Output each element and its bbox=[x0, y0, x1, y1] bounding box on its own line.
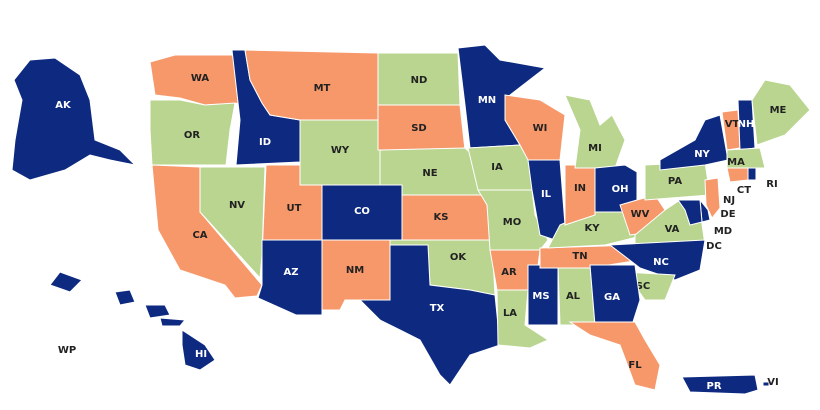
region-label: PA bbox=[668, 176, 682, 187]
region-label: OR bbox=[184, 130, 201, 141]
region-label: TN bbox=[572, 251, 587, 262]
region-shape bbox=[114, 289, 136, 306]
region-label: VI bbox=[767, 377, 778, 388]
region-label: CO bbox=[354, 206, 370, 217]
region-label: ID bbox=[259, 137, 271, 148]
region-shape bbox=[159, 317, 187, 327]
region-label: AZ bbox=[284, 267, 299, 278]
region-label: AL bbox=[566, 291, 581, 302]
region-label: WA bbox=[191, 73, 210, 84]
region-label: MO bbox=[503, 217, 521, 228]
region-label: WY bbox=[331, 145, 350, 156]
region-shape bbox=[762, 381, 770, 387]
region-label: NV bbox=[229, 200, 245, 211]
region-shape bbox=[11, 57, 137, 181]
region-label: RI bbox=[766, 179, 777, 190]
region-shape bbox=[144, 304, 171, 319]
region-shape bbox=[199, 166, 266, 280]
region-label: UT bbox=[287, 203, 302, 214]
region-label: WI bbox=[533, 123, 548, 134]
region-shape bbox=[564, 94, 626, 169]
region-shape bbox=[747, 167, 757, 181]
region-shape bbox=[677, 199, 703, 226]
region-label: MS bbox=[532, 291, 549, 302]
region-label: NH bbox=[738, 119, 755, 130]
region-label: DC bbox=[706, 241, 722, 252]
region-label: LA bbox=[503, 308, 517, 319]
region-label: HI bbox=[195, 349, 207, 360]
region-shape bbox=[49, 271, 83, 293]
region-label: SC bbox=[636, 281, 651, 292]
region-shape bbox=[589, 264, 641, 326]
region-label: OH bbox=[612, 184, 629, 195]
region-label: WV bbox=[631, 209, 650, 220]
region-label: MD bbox=[714, 226, 732, 237]
region-label: MA bbox=[727, 157, 745, 168]
region-label: AR bbox=[501, 267, 517, 278]
region-label: WP bbox=[58, 345, 76, 356]
region-label: CA bbox=[192, 230, 207, 241]
region-shape bbox=[568, 321, 661, 391]
region-label: GA bbox=[604, 292, 620, 303]
region-label: MN bbox=[478, 95, 496, 106]
region-label: OK bbox=[450, 252, 468, 263]
region-shape bbox=[726, 147, 766, 169]
region-label: NC bbox=[653, 257, 669, 268]
region-shape bbox=[681, 374, 759, 395]
region-label: IA bbox=[491, 162, 503, 173]
region-label: NY bbox=[694, 149, 710, 160]
region-label: MT bbox=[314, 83, 331, 94]
region-shape bbox=[358, 244, 501, 386]
region-label: MI bbox=[588, 143, 602, 154]
region-label: NJ bbox=[723, 195, 735, 206]
region-label: SD bbox=[411, 123, 427, 134]
region-label: NE bbox=[422, 168, 437, 179]
region-label: VT bbox=[725, 119, 740, 130]
region-label: IL bbox=[541, 189, 552, 200]
region-label: FL bbox=[628, 360, 642, 371]
region-label: ND bbox=[411, 75, 428, 86]
region-label: DE bbox=[720, 209, 735, 220]
region-shape bbox=[608, 239, 706, 281]
region-label: IN bbox=[574, 183, 586, 194]
region-label: TX bbox=[430, 303, 445, 314]
region-shape bbox=[751, 79, 811, 146]
region-label: NM bbox=[346, 265, 364, 276]
region-shape bbox=[726, 167, 749, 183]
region-shape bbox=[181, 329, 216, 371]
region-shape bbox=[659, 114, 729, 171]
region-label: PR bbox=[706, 381, 721, 392]
region-label: ME bbox=[770, 105, 787, 116]
region-label: CT bbox=[737, 185, 751, 196]
region-label: AK bbox=[55, 100, 72, 111]
region-shape bbox=[704, 177, 721, 219]
region-shape bbox=[564, 164, 596, 226]
region-label: KS bbox=[434, 212, 449, 223]
region-label: VA bbox=[665, 224, 680, 235]
region-label: KY bbox=[585, 223, 601, 234]
region-shape bbox=[149, 99, 236, 166]
